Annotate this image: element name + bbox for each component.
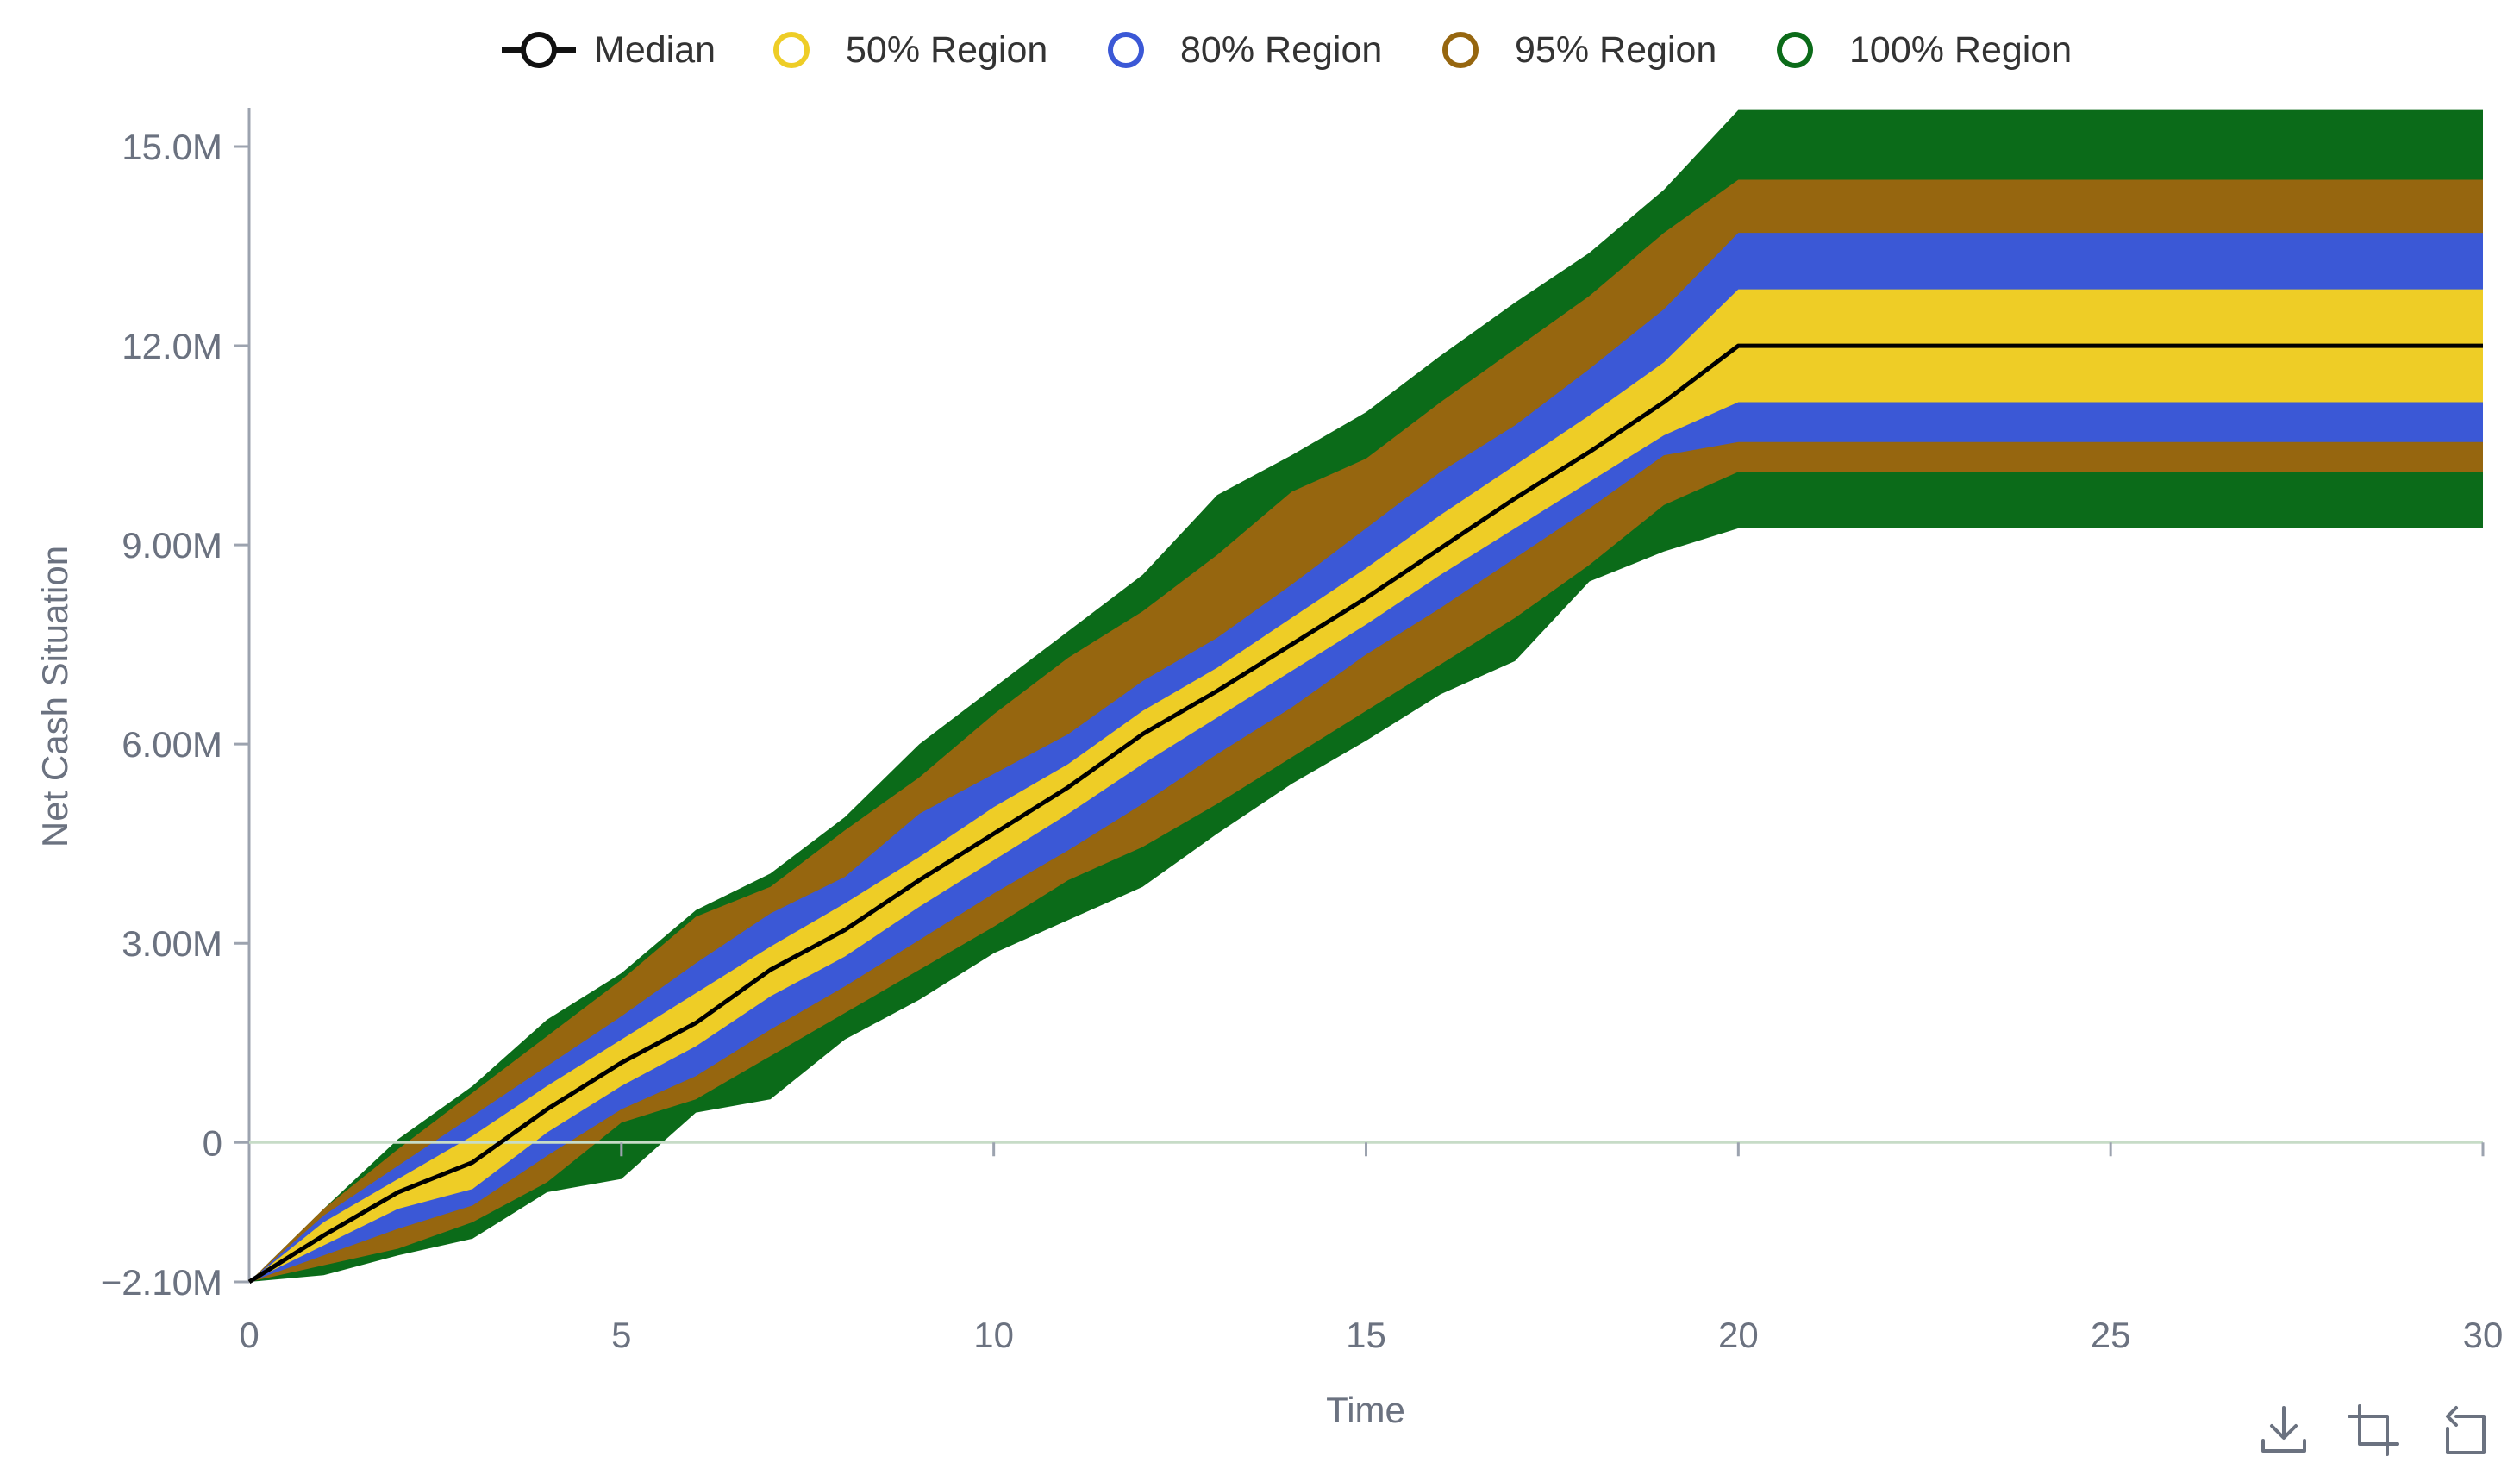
y-ticks: −2.10M 0 3.00M 6.00M 9.00M 12.0M 15.0M [101,127,249,1303]
legend-item-95-region[interactable]: 95% Region [1442,29,1716,71]
y-tick-label: 9.00M [122,525,222,566]
legend-95-marker [1442,32,1479,68]
legend-label-50-region: 50% Region [846,29,1047,71]
crop-button[interactable] [2341,1397,2406,1463]
y-axis-title: Net Cash Situation [34,546,75,847]
y-tick-label: 12.0M [122,326,222,366]
legend-label-median: Median [594,29,716,71]
x-ticks: 0 5 10 15 20 25 30 [239,1142,2503,1355]
legend-label-100-region: 100% Region [1849,29,2072,71]
reset-button[interactable] [2430,1397,2496,1463]
x-tick-label: 5 [611,1315,631,1355]
legend-item-80-region[interactable]: 80% Region [1108,29,1382,71]
x-tick-label: 10 [973,1315,1014,1355]
download-icon [2261,1406,2306,1453]
legend-median-marker [521,32,557,68]
legend-80-marker [1108,32,1144,68]
crop-icon [2348,1404,2399,1456]
legend-label-80-region: 80% Region [1180,29,1382,71]
x-tick-label: 15 [1346,1315,1386,1355]
legend-label-95-region: 95% Region [1515,29,1716,71]
download-button[interactable] [2251,1397,2317,1463]
reset-icon [2446,1406,2486,1454]
legend-item-100-region[interactable]: 100% Region [1777,29,2072,71]
median-layer [247,343,2483,1284]
legend-item-50-region[interactable]: 50% Region [773,29,1047,71]
y-tick-label: 3.00M [122,923,222,964]
y-tick-label: −2.10M [101,1262,222,1303]
x-tick-label: 30 [2463,1315,2504,1355]
y-tick-label: 0 [203,1122,222,1163]
chart-toolbar [2251,1397,2496,1463]
y-tick-label: 6.00M [122,724,222,765]
median-line [247,343,2483,1284]
bands-layer [249,109,2483,1283]
y-tick-label: 15.0M [122,127,222,167]
legend-50-marker [773,32,810,68]
x-tick-label: 25 [2091,1315,2131,1355]
legend: Median 50% Region 80% Region 95% Region … [502,29,2072,71]
legend-item-median[interactable]: Median [502,29,716,71]
band-50-region [249,289,2483,1283]
x-tick-label: 20 [1718,1315,1759,1355]
x-tick-label: 0 [239,1315,259,1355]
x-axis-title: Time [1326,1390,1405,1430]
legend-100-marker [1777,32,1813,68]
